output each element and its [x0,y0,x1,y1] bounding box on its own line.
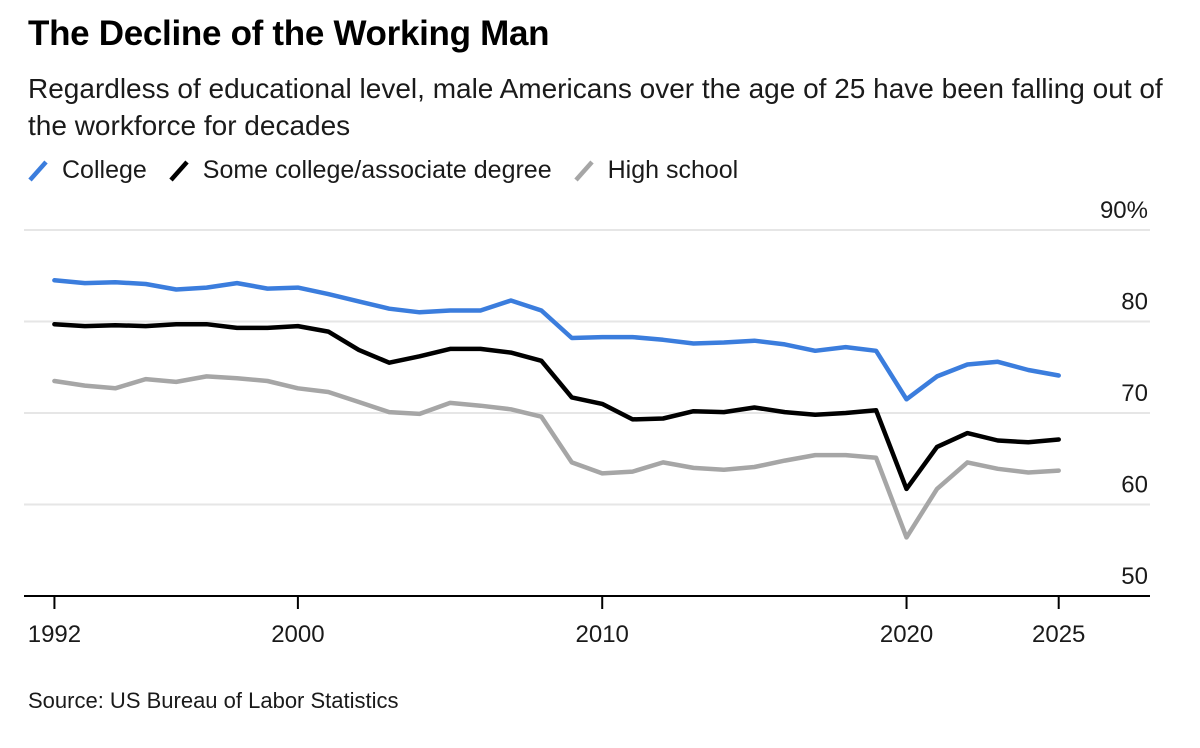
y-tick-label-80: 80 [1121,289,1148,316]
x-tick-label-2000: 2000 [271,621,324,648]
legend: College Some college/associate degree Hi… [28,156,760,185]
legend-label-some-college: Some college/associate degree [202,156,552,184]
chart-title: The Decline of the Working Man [28,14,550,53]
series-line-some-college [52,321,1061,492]
legend-label-college: College [62,156,147,184]
gridlines [24,229,1150,506]
y-tick-label-50: 50 [1121,563,1148,590]
legend-swatch-high-school [573,160,594,181]
source-note: Source: US Bureau of Labor Statistics [28,688,399,713]
y-tick-label-70: 70 [1121,380,1148,407]
legend-item-college: College [28,156,147,185]
legend-item-some-college: Some college/associate degree [169,156,552,185]
legend-swatch-some-college [169,160,189,181]
x-tick-label-2020: 2020 [880,621,933,648]
y-tick-label-90: 90% [1100,197,1148,224]
series-line-college [52,278,1061,402]
x-tick-label-1992: 1992 [28,621,81,648]
legend-label-high-school: High school [607,156,739,184]
legend-item-high-school: High school [573,156,739,185]
x-tick-label-2010: 2010 [576,621,629,648]
series-lines [52,278,1061,540]
y-tick-label-60: 60 [1121,472,1148,499]
x-axis: 1992 2000 2010 2020 2025 [24,595,1150,648]
x-tick-label-2025: 2025 [1032,621,1085,648]
chart-subtitle: Regardless of educational level, male Am… [28,73,1163,141]
legend-swatch-college [28,160,48,181]
series-line-high-school [52,374,1061,540]
y-axis-labels: 50 60 70 80 90% [1100,197,1148,590]
